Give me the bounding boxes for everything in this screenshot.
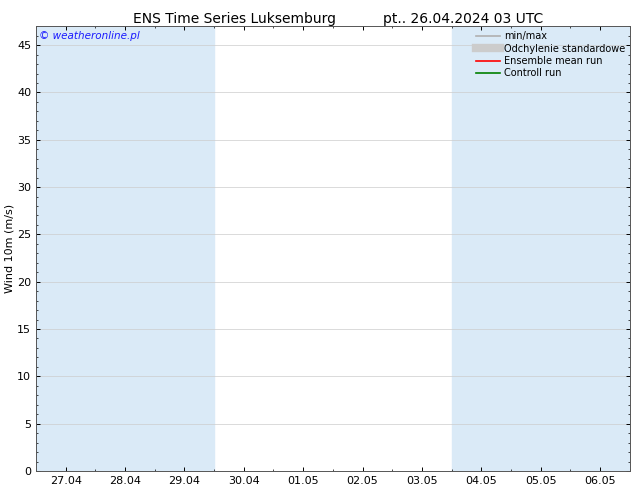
Bar bbox=[155, 26, 214, 471]
Bar bbox=[95, 26, 155, 471]
Bar bbox=[571, 26, 630, 471]
Bar bbox=[451, 26, 511, 471]
Bar bbox=[511, 26, 571, 471]
Text: pt.. 26.04.2024 03 UTC: pt.. 26.04.2024 03 UTC bbox=[383, 12, 543, 26]
Legend: min/max, Odchylenie standardowe, Ensemble mean run, Controll run: min/max, Odchylenie standardowe, Ensembl… bbox=[476, 31, 625, 78]
Bar bbox=[36, 26, 95, 471]
Text: © weatheronline.pl: © weatheronline.pl bbox=[39, 31, 139, 41]
Y-axis label: Wind 10m (m/s): Wind 10m (m/s) bbox=[4, 204, 14, 293]
Text: ENS Time Series Luksemburg: ENS Time Series Luksemburg bbox=[133, 12, 336, 26]
